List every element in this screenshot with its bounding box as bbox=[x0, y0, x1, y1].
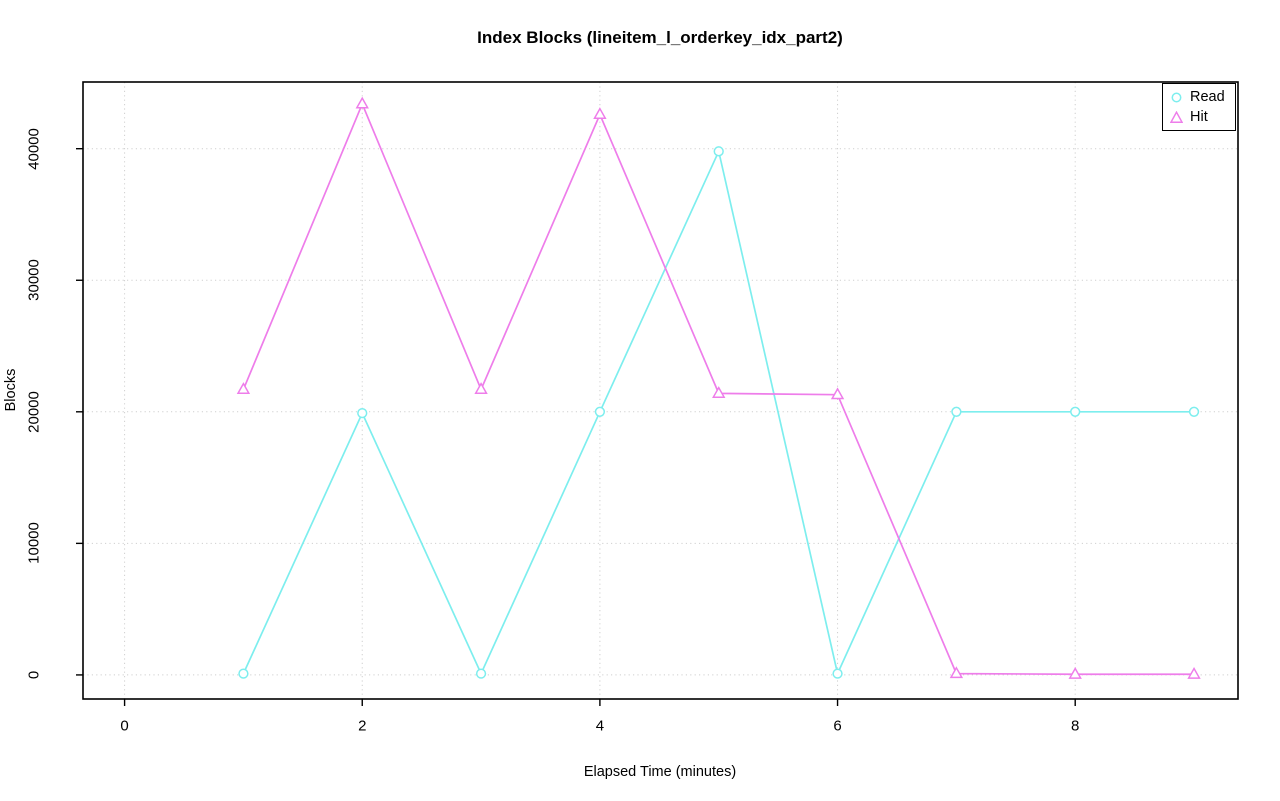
circle-marker bbox=[594, 406, 606, 417]
y-tick-label: 10000 bbox=[25, 522, 43, 565]
x-tick-label: 6 bbox=[833, 717, 842, 735]
triangle-glyph bbox=[1170, 110, 1183, 123]
triangle-icon bbox=[1170, 110, 1183, 123]
triangle-marker bbox=[1068, 666, 1082, 679]
triangle-marker bbox=[593, 107, 607, 120]
circle-icon bbox=[1171, 92, 1182, 102]
triangle-marker bbox=[1187, 666, 1201, 679]
read-series-markers bbox=[238, 146, 1200, 679]
circle-marker bbox=[1070, 406, 1081, 417]
circle-glyph bbox=[1171, 92, 1182, 102]
circle-marker bbox=[475, 668, 487, 679]
axis-ticks bbox=[76, 147, 1076, 706]
triangle-marker bbox=[949, 666, 964, 679]
plot-box bbox=[82, 81, 1239, 700]
circle-marker bbox=[713, 146, 724, 157]
x-tick-label: 0 bbox=[120, 717, 129, 735]
legend: Read Hit bbox=[1162, 83, 1236, 131]
x-tick-label: 2 bbox=[358, 717, 367, 735]
legend-item-read: Read bbox=[1170, 87, 1235, 107]
triangle-marker bbox=[355, 96, 369, 109]
y-tick-label: 20000 bbox=[25, 390, 43, 433]
circle-marker bbox=[832, 668, 843, 679]
y-tick-label: 40000 bbox=[25, 127, 43, 170]
legend-label: Hit bbox=[1190, 108, 1208, 125]
legend-label: Read bbox=[1190, 88, 1225, 105]
circle-marker bbox=[238, 668, 249, 679]
circle-marker bbox=[1188, 406, 1200, 417]
read-series-line bbox=[242, 148, 1195, 677]
y-tick-label: 30000 bbox=[25, 259, 43, 302]
legend-item-hit: Hit bbox=[1170, 107, 1235, 127]
gridlines bbox=[83, 82, 1238, 699]
circle-marker bbox=[951, 406, 962, 417]
hit-series-markers bbox=[236, 96, 1201, 679]
circle-marker bbox=[357, 407, 368, 419]
triangle-marker bbox=[236, 382, 251, 394]
x-axis-title: Elapsed Time (minutes) bbox=[583, 764, 737, 780]
triangle-marker bbox=[474, 382, 488, 394]
x-tick-label: 4 bbox=[595, 717, 605, 735]
chart-title: Index Blocks (lineitem_l_orderkey_idx_pa… bbox=[477, 28, 843, 47]
y-tick-label: 0 bbox=[25, 670, 43, 680]
triangle-marker bbox=[712, 386, 726, 398]
x-tick-label: 8 bbox=[1071, 717, 1080, 735]
triangle-marker bbox=[830, 387, 845, 400]
